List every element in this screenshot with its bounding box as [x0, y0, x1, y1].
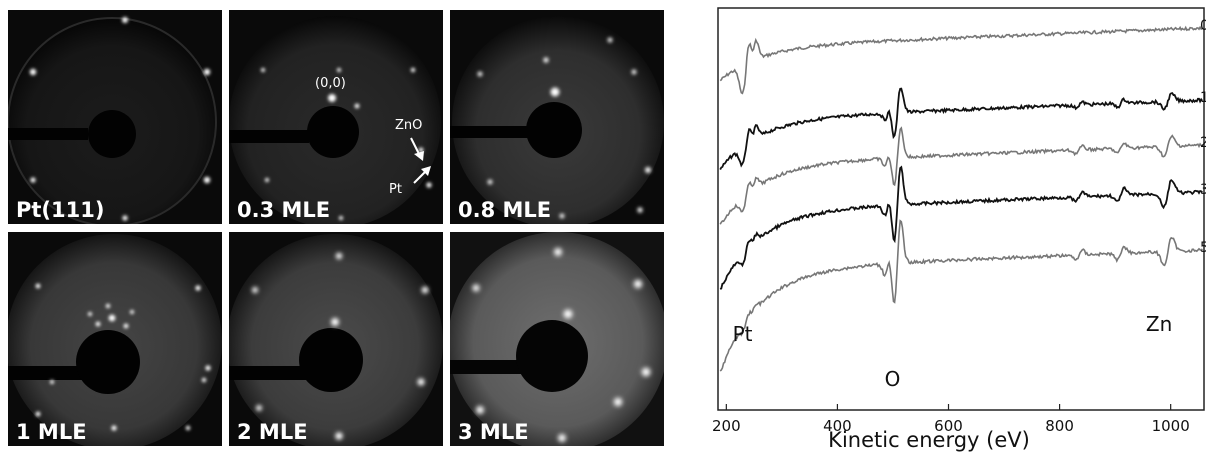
peak-label: O	[885, 367, 901, 391]
panel-label: 3 MLE	[458, 420, 529, 444]
zno-label: ZnO	[395, 118, 423, 133]
panel-label: Pt(111)	[16, 198, 105, 222]
plot-frame	[717, 7, 1205, 411]
x-tick-label: 600	[934, 417, 963, 435]
series-line-3	[719, 165, 1203, 290]
series-label: 2	[1200, 135, 1206, 151]
leed-panel-1-mle: 1 MLE	[8, 232, 222, 446]
leed-panel-2-mle: 2 MLE	[229, 232, 443, 446]
leed-pattern-image	[8, 232, 222, 446]
panel-label: 0.8 MLE	[458, 198, 552, 222]
leed-pattern-image	[450, 10, 664, 224]
series-line-1	[719, 87, 1204, 171]
leed-pattern-image	[8, 10, 222, 224]
spot-00-label: (0,0)	[315, 76, 346, 91]
leed-pattern-image	[450, 232, 664, 446]
series-label: 0	[1200, 18, 1206, 34]
panel-label: 1 MLE	[16, 420, 87, 444]
x-tick-label: 800	[1045, 417, 1074, 435]
leed-image-grid: Pt(111) (0,0)	[8, 10, 664, 446]
series-labels: 0 1 2 3 5	[1200, 18, 1206, 256]
x-axis: 200 400 600 800 1000	[712, 404, 1190, 435]
panel-label: 0.3 MLE	[237, 198, 331, 222]
pt-label: Pt	[389, 182, 402, 197]
series-label: 5	[1200, 240, 1206, 256]
x-tick-label: 1000	[1152, 417, 1190, 435]
peak-annotations: Pt O Zn	[733, 312, 1173, 391]
zno-arrow-icon	[410, 137, 424, 161]
leed-pattern-image	[229, 10, 443, 224]
panel-label: 2 MLE	[237, 420, 308, 444]
x-tick-label: 400	[823, 417, 852, 435]
auger-spectrum-chart: 200 400 600 800 1000 0 1 2 3 5 Pt O Zn Kinetic ene…	[712, 7, 1206, 452]
series-line-0	[719, 25, 1203, 95]
leed-pattern-image	[229, 232, 443, 446]
x-axis-label: Kinetic energy (eV)	[828, 428, 1030, 452]
series-layer	[719, 25, 1204, 372]
pt-arrow-icon	[413, 166, 431, 184]
x-tick-label: 200	[712, 417, 741, 435]
series-line-2	[719, 126, 1203, 225]
leed-panel-pt111: Pt(111)	[8, 10, 222, 224]
series-label: 1	[1200, 90, 1206, 106]
leed-panel-0-8-mle: 0.8 MLE	[450, 10, 664, 224]
peak-label: Zn	[1146, 312, 1172, 336]
series-label: 3	[1200, 182, 1206, 198]
peak-label: Pt	[733, 322, 753, 346]
leed-panel-3-mle: 3 MLE	[450, 232, 664, 446]
leed-panel-0-3-mle: (0,0) ZnO Pt 0.3 MLE	[229, 10, 443, 224]
series-line-5	[719, 219, 1203, 372]
